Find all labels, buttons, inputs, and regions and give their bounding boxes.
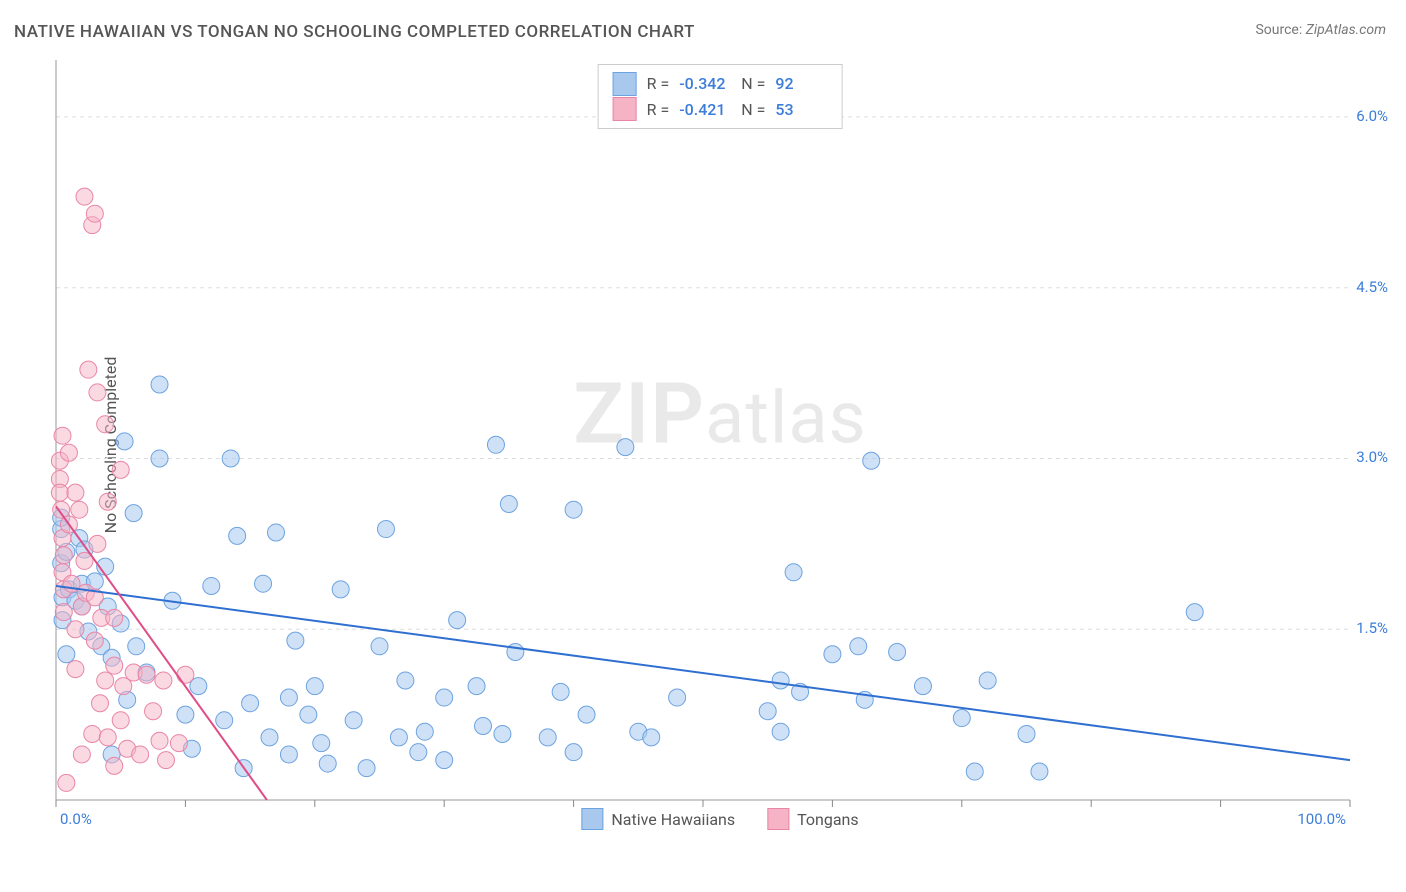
- series-legend: Native Hawaiians Tongans: [581, 808, 858, 830]
- y-tick-label: 1.5%: [1356, 619, 1388, 637]
- legend-label: Native Hawaiians: [611, 810, 735, 829]
- legend-item: Tongans: [767, 808, 859, 830]
- x-tick-label: 0.0%: [60, 810, 92, 828]
- n-value: 92: [775, 71, 827, 97]
- legend-swatch: [767, 808, 789, 830]
- r-value: -0.421: [679, 97, 731, 123]
- legend-label: Tongans: [797, 810, 859, 829]
- source-value: ZipAtlas.com: [1306, 22, 1386, 38]
- source-credit: Source: ZipAtlas.com: [1255, 22, 1386, 38]
- legend-swatch: [613, 72, 637, 96]
- n-label: N =: [741, 97, 765, 123]
- y-tick-label: 4.5%: [1356, 278, 1388, 296]
- y-tick-label: 6.0%: [1356, 107, 1388, 125]
- y-tick-label: 3.0%: [1356, 448, 1388, 466]
- legend-row: R = -0.421 N = 53: [613, 97, 828, 123]
- chart-title: NATIVE HAWAIIAN VS TONGAN NO SCHOOLING C…: [14, 22, 695, 42]
- legend-swatch: [581, 808, 603, 830]
- r-label: R =: [647, 97, 670, 123]
- n-label: N =: [741, 71, 765, 97]
- source-label: Source:: [1255, 22, 1302, 38]
- scatter-plot: [50, 60, 1390, 830]
- legend-item: Native Hawaiians: [581, 808, 735, 830]
- legend-swatch: [613, 97, 637, 121]
- chart-container: No Schooling Completed ZIPatlas R =-0.34…: [50, 60, 1390, 830]
- r-label: R =: [647, 71, 670, 97]
- correlation-legend: R = -0.342 N = 92 R = -0.421 N = 53: [598, 64, 843, 129]
- n-value: 53: [775, 97, 827, 123]
- r-value: -0.342: [679, 71, 731, 97]
- x-tick-label: 100.0%: [1297, 810, 1346, 828]
- legend-row: R = -0.342 N = 92: [613, 71, 828, 97]
